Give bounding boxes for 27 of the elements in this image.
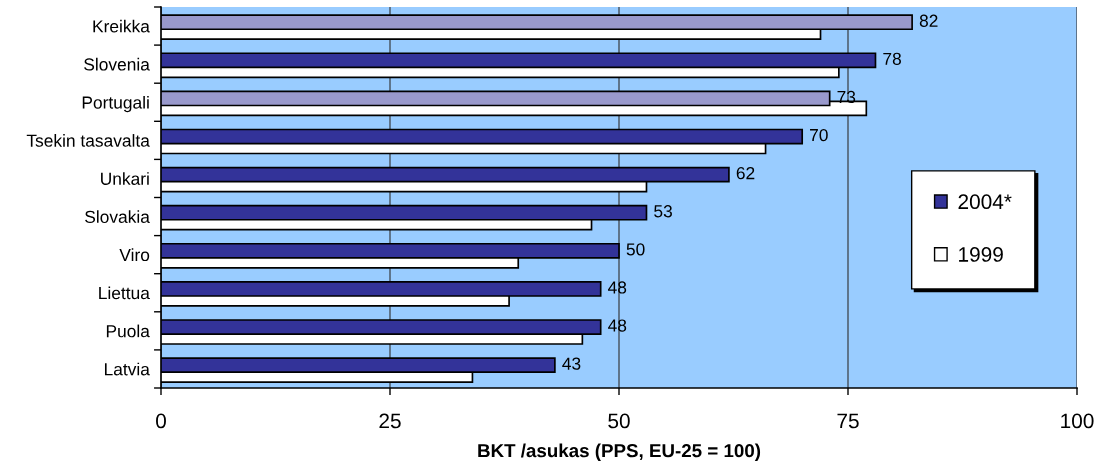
data-label: 62 bbox=[736, 167, 755, 180]
legend-label: 2004* bbox=[958, 194, 1012, 210]
y-tick-label: Unkari bbox=[101, 172, 149, 185]
data-label: 48 bbox=[608, 319, 627, 332]
data-label: 48 bbox=[608, 281, 627, 294]
data-label: 53 bbox=[654, 205, 672, 218]
x-tick-label: 25 bbox=[379, 413, 401, 429]
data-label: 50 bbox=[626, 243, 645, 256]
y-tick-label: Kreikka bbox=[93, 19, 150, 33]
x-axis-title: BKT /asukas (PPS, EU-25 = 100) bbox=[478, 443, 761, 462]
y-tick-label: Viro bbox=[119, 248, 150, 262]
x-tick-label: 75 bbox=[837, 413, 859, 429]
data-label: 82 bbox=[919, 14, 938, 27]
x-tick-label: 100 bbox=[1061, 413, 1094, 429]
data-label: 43 bbox=[562, 357, 581, 370]
y-tick-label: Portugali bbox=[82, 95, 149, 113]
data-label: 70 bbox=[810, 128, 828, 142]
y-tick-label: Latvia bbox=[104, 362, 150, 376]
y-tick-label: Slovenia bbox=[84, 57, 150, 71]
x-tick-label: 50 bbox=[608, 413, 630, 429]
data-label: 78 bbox=[883, 52, 901, 65]
y-tick-label: Tsekin tasavalta bbox=[26, 134, 150, 147]
x-tick-label: 0 bbox=[156, 413, 166, 429]
y-tick-label: Liettua bbox=[99, 286, 150, 300]
legend-label: 1999 bbox=[959, 247, 1003, 262]
y-tick-label: Slovakia bbox=[85, 210, 150, 224]
y-tick-label: Puola bbox=[106, 324, 150, 338]
